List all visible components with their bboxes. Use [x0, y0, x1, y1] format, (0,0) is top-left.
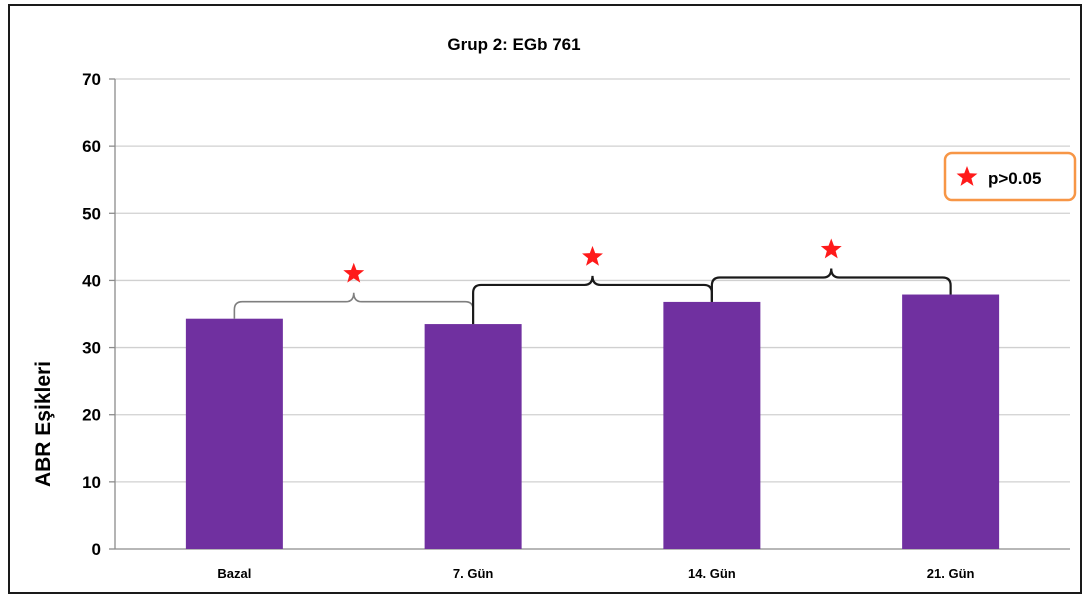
bar	[185, 318, 283, 549]
comparison-bracket	[710, 268, 952, 302]
x-tick-label: Bazal	[217, 566, 251, 581]
legend-box	[943, 151, 1077, 202]
legend: p>0.05	[943, 151, 1077, 202]
y-axis-label: ABR Eşikleri	[32, 361, 55, 487]
significance-star	[582, 245, 603, 266]
comparison-brackets	[233, 238, 952, 325]
bars	[185, 294, 1000, 549]
comparison-bracket	[233, 292, 474, 325]
y-tick-label: 70	[82, 70, 101, 89]
y-tick-label: 40	[82, 271, 101, 290]
legend-star-icon	[956, 166, 978, 186]
x-tick-label: 7. Gün	[453, 566, 494, 581]
chart-title: Grup 2: EGb 761	[447, 35, 580, 54]
legend-label: p>0.05	[988, 169, 1041, 188]
y-tick-label: 0	[92, 540, 101, 559]
bar	[424, 324, 522, 549]
y-tick-label: 10	[82, 473, 101, 492]
chart-frame: Grup 2: EGb 761 ABR Eşikleri 0 10 20 30 40 50…	[8, 4, 1082, 594]
y-tick-label: 60	[82, 137, 101, 156]
significance-star	[343, 262, 365, 283]
y-tick-label: 30	[82, 339, 101, 358]
significance-star	[820, 238, 842, 259]
x-tick-label: 14. Gün	[688, 566, 736, 581]
bar	[663, 301, 761, 549]
y-tick-label: 20	[82, 406, 101, 425]
x-tick-label: 21. Gün	[927, 566, 975, 581]
y-tick-label: 50	[82, 204, 101, 223]
bar	[902, 294, 1000, 549]
bar-chart: Grup 2: EGb 761 ABR Eşikleri 0 10 20 30 40 50…	[32, 35, 1077, 581]
